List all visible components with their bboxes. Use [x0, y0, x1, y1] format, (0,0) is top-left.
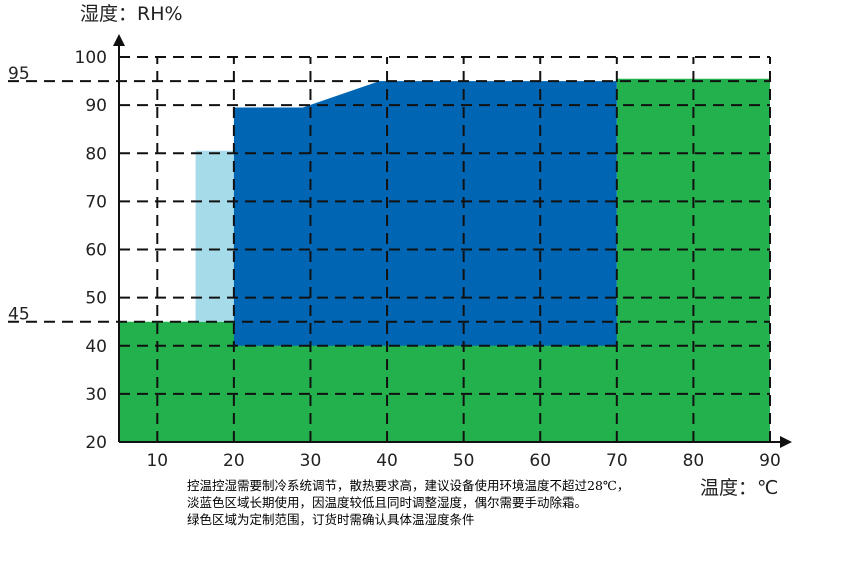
- ticks-layer: 20 30 40 50 60 70 80 90 100 10 20 30 40 50 60 70 80 90 95 4…: [8, 48, 781, 471]
- axes-layer: [113, 34, 792, 448]
- x-tick-label: 10: [146, 451, 168, 471]
- y-tick-label: 100: [75, 48, 107, 68]
- y-tick-label: 20: [85, 433, 107, 453]
- regions-layer: [119, 78, 770, 442]
- x-tick-label: 90: [759, 451, 781, 471]
- x-tick-label: 20: [223, 451, 245, 471]
- note-line-1: 控温控湿需要制冷系统调节，散热要求高，建议设备使用环境温度不超过28℃，: [187, 478, 630, 493]
- region-blue: [233, 81, 617, 346]
- chart-notes: 控温控湿需要制冷系统调节，散热要求高，建议设备使用环境温度不超过28℃， 淡蓝色…: [187, 477, 787, 528]
- y-tick-label: 60: [85, 241, 107, 261]
- y-tick-label: 50: [85, 289, 107, 309]
- grid-layer: [8, 56, 771, 442]
- x-tick-label: 60: [529, 451, 551, 471]
- x-axis-title: 温度：℃: [700, 477, 778, 499]
- region-green: [119, 78, 770, 442]
- x-tick-label: 70: [606, 451, 628, 471]
- x-tick-label: 50: [453, 451, 475, 471]
- note-line-3: 绿色区域为定制范围，订货时需确认具体温湿度条件: [187, 512, 475, 527]
- reference-label-95: 95: [8, 64, 30, 84]
- x-axis-arrow-icon: [780, 436, 792, 448]
- y-tick-label: 40: [85, 337, 107, 357]
- x-tick-label: 80: [683, 451, 705, 471]
- region-light-blue: [195, 150, 234, 322]
- y-tick-label: 70: [85, 192, 107, 212]
- y-tick-label: 30: [85, 385, 107, 405]
- note-line-2: 淡蓝色区域长期使用，因温度较低且同时调整湿度，偶尔需要手动除霜。: [187, 495, 588, 510]
- x-tick-label: 30: [300, 451, 322, 471]
- y-tick-label: 80: [85, 144, 107, 164]
- reference-label-45: 45: [8, 305, 30, 325]
- y-axis-title: 湿度：RH%: [80, 3, 183, 25]
- y-axis-arrow-icon: [113, 34, 125, 46]
- y-tick-label: 90: [85, 96, 107, 116]
- x-tick-label: 40: [376, 451, 398, 471]
